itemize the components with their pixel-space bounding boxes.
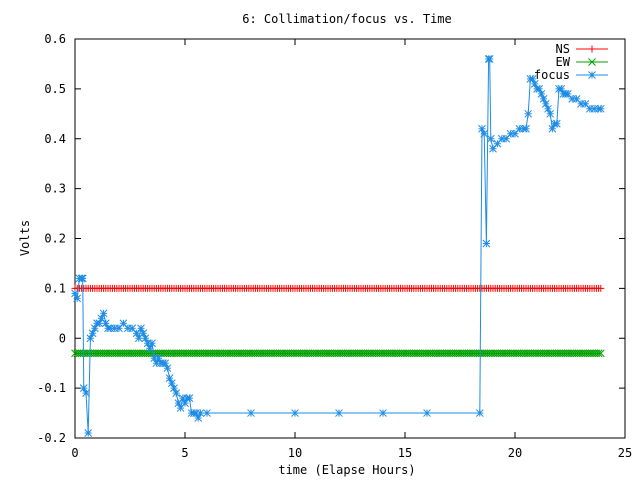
x-tick-label: 0	[71, 446, 78, 460]
data-point-focus	[247, 409, 255, 417]
data-point-ew	[596, 349, 605, 358]
y-tick-label: 0.4	[44, 132, 66, 146]
data-point-focus	[163, 364, 172, 373]
data-point-focus	[563, 90, 572, 98]
data-point-focus	[148, 339, 156, 348]
data-point-focus	[522, 124, 530, 133]
data-point-focus	[172, 389, 181, 397]
data-point-focus	[475, 409, 484, 417]
series-line-focus	[74, 58, 601, 434]
data-point-focus	[78, 274, 87, 283]
x-tick-label: 15	[398, 446, 412, 460]
data-point-focus	[423, 409, 431, 417]
legend-marker-ns	[588, 45, 596, 53]
data-point-focus	[291, 409, 299, 417]
data-point-focus	[546, 109, 555, 118]
series-ns	[71, 284, 605, 292]
legend-marker-focus	[588, 71, 596, 79]
y-tick-label: 0.2	[44, 232, 66, 246]
y-tick-label: 0.6	[44, 32, 66, 46]
data-point-ns	[597, 284, 605, 292]
x-tick-label: 10	[288, 446, 302, 460]
data-point-focus	[185, 394, 194, 402]
data-point-ew	[594, 349, 603, 358]
data-point-focus	[95, 319, 104, 328]
x-tick-label: 25	[618, 446, 632, 460]
data-point-focus	[73, 294, 82, 303]
y-tick-label: 0	[59, 331, 66, 345]
x-axis-label: time (Elapse Hours)	[278, 463, 415, 477]
legend-marker-ew	[588, 58, 596, 66]
y-tick-label: 0.3	[44, 182, 66, 196]
data-point-focus	[379, 409, 387, 417]
y-axis-label: Volts	[18, 220, 32, 256]
data-point-focus	[79, 384, 88, 392]
x-tick-label: 20	[508, 446, 522, 460]
data-point-focus	[335, 409, 343, 417]
data-point-focus	[480, 129, 489, 138]
x-tick-label: 5	[181, 446, 188, 460]
data-point-focus	[524, 109, 533, 118]
series-ew	[71, 349, 605, 358]
data-point-focus	[84, 429, 93, 437]
data-point-focus	[482, 239, 491, 248]
legend-label-ns: NS	[556, 42, 570, 56]
y-tick-label: -0.1	[37, 381, 66, 395]
data-point-focus	[596, 104, 605, 113]
y-tick-label: 0.5	[44, 82, 66, 96]
data-point-focus	[196, 409, 205, 417]
legend-label-ew: EW	[556, 55, 571, 69]
data-point-focus	[485, 55, 494, 63]
data-point-focus	[99, 309, 108, 318]
y-tick-label: 0.1	[44, 281, 66, 295]
legend-label-focus: focus	[534, 68, 570, 82]
series-layer	[71, 55, 605, 437]
data-point-focus	[203, 409, 211, 417]
chart-title: 6: Collimation/focus vs. Time	[242, 12, 452, 26]
data-point-focus	[486, 134, 495, 143]
axis-ticks: -0.2 -0.1 0 0.1 0.2 0.3 0.4 0.5 0.6 0 5 10 15 20 25	[37, 32, 632, 460]
data-point-focus	[82, 389, 90, 397]
y-tick-label: -0.2	[37, 431, 66, 445]
data-point-focus	[581, 99, 590, 108]
series-focus	[71, 55, 605, 437]
data-point-focus	[552, 119, 561, 128]
